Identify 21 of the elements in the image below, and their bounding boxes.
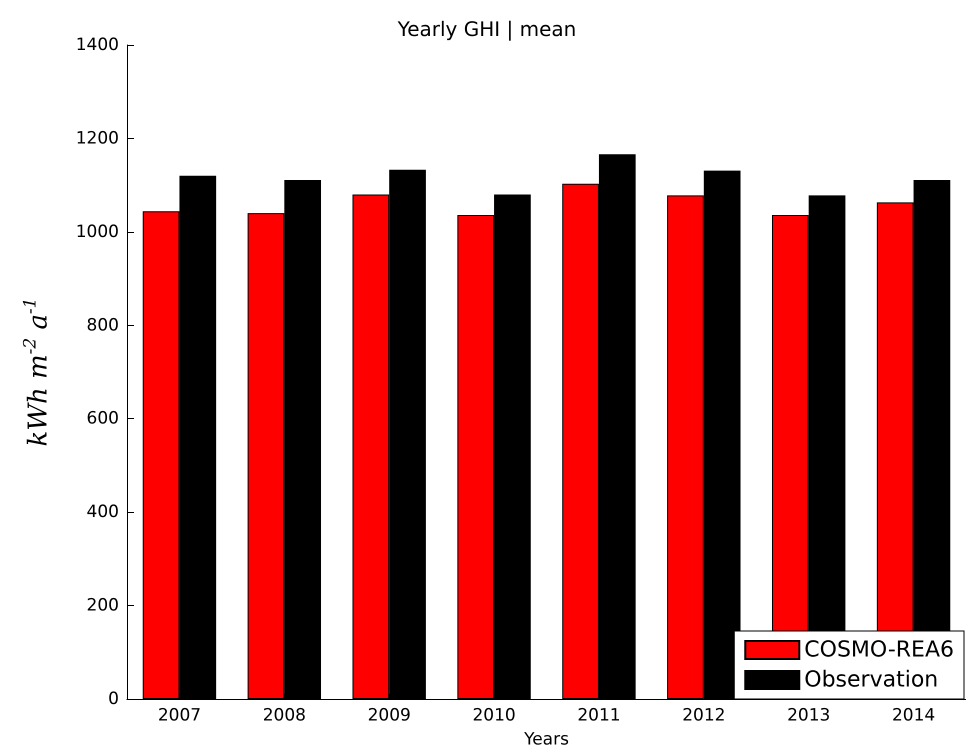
y-tick-label: 400	[86, 502, 119, 522]
y-tick-label: 0	[108, 689, 119, 709]
y-tick-label: 800	[86, 315, 119, 336]
legend-label: Observation	[804, 668, 938, 692]
x-tick-label: 2010	[472, 706, 516, 726]
y-tick-label: 200	[86, 596, 119, 616]
x-tick-label: 2014	[892, 706, 936, 726]
y-axis-title: kWh m-2 a-1	[20, 297, 54, 447]
y-tick-label: 1400	[76, 35, 119, 55]
x-axis-title: Years	[523, 730, 570, 750]
x-tick-label: 2007	[158, 706, 202, 726]
x-tick-label: 2011	[577, 706, 621, 726]
x-tick-label: 2009	[368, 706, 411, 726]
x-tick-label: 2012	[682, 706, 726, 726]
chart-title: Yearly GHI | mean	[396, 17, 576, 41]
legend-label: COSMO-REA6	[804, 638, 954, 662]
x-tick-label: 2008	[262, 706, 306, 726]
y-tick-label: 1000	[76, 222, 119, 242]
x-tick-label: 2013	[787, 706, 830, 726]
y-tick-label: 600	[86, 408, 119, 429]
y-tick-label: 1200	[76, 128, 119, 148]
